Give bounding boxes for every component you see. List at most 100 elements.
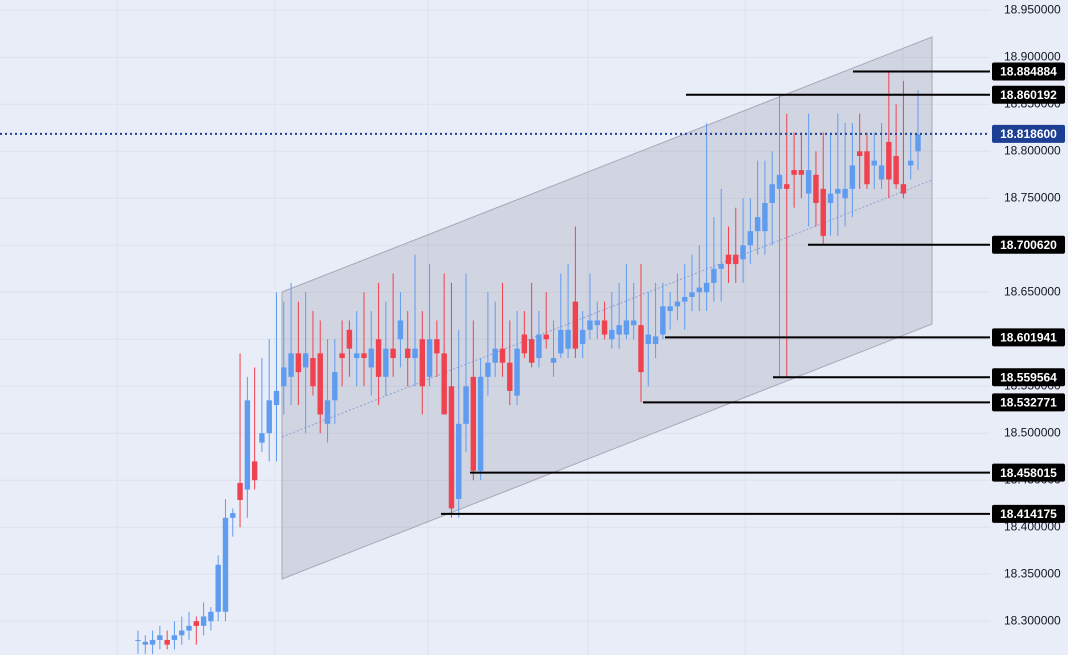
candle-body — [645, 334, 651, 344]
price-label-box — [992, 504, 1065, 523]
candle-body — [856, 151, 863, 156]
candle-body — [558, 329, 564, 354]
price-label-box — [992, 62, 1065, 81]
candle-body — [638, 325, 644, 373]
candle-body — [244, 400, 251, 490]
candle-body — [463, 386, 469, 424]
price-label-box — [992, 393, 1065, 412]
candle-body — [609, 329, 615, 340]
candle-body — [412, 348, 418, 359]
candle-body — [492, 348, 498, 363]
candle-body — [171, 635, 178, 640]
price-label-box — [992, 463, 1065, 482]
candle-body — [361, 353, 367, 359]
candle-body — [456, 423, 462, 500]
candle-body — [864, 151, 870, 185]
price-label-box — [992, 235, 1065, 254]
price-label: 18.414175 — [1000, 507, 1057, 521]
candle-body — [251, 461, 258, 481]
candle-body — [375, 339, 382, 377]
candle-body — [339, 353, 345, 359]
candle-body — [208, 611, 214, 622]
y-tick-label: 18.800000 — [1004, 143, 1061, 157]
candle-body — [332, 372, 338, 401]
candle-body — [507, 362, 513, 391]
candle-body — [230, 513, 236, 518]
y-tick-label: 18.900000 — [1004, 49, 1061, 63]
candle-body — [346, 329, 353, 349]
candle-body — [667, 306, 673, 312]
candle-body — [441, 353, 447, 415]
levels — [0, 70, 990, 515]
candle-body — [835, 188, 841, 194]
candle-body — [536, 334, 542, 359]
candle-body — [528, 339, 535, 363]
candle-body — [908, 160, 914, 166]
candle-body — [754, 217, 761, 232]
candle-body — [383, 348, 389, 377]
candle-body — [798, 170, 805, 175]
candle-body — [769, 184, 775, 203]
candle-body — [317, 353, 323, 415]
candle-body — [689, 292, 695, 297]
channel-midline — [281, 179, 933, 438]
candle-body — [915, 134, 921, 152]
candle-body — [871, 160, 877, 166]
candle-body — [550, 358, 557, 363]
candle-body — [820, 188, 826, 236]
candle-body — [674, 301, 681, 307]
price-label-box — [992, 368, 1065, 387]
candle-body — [878, 165, 885, 180]
candle-body — [499, 348, 506, 363]
candle-body — [623, 320, 630, 335]
candle-body — [222, 517, 229, 612]
candle-body — [652, 336, 659, 344]
price-label: 18.559564 — [1000, 370, 1057, 384]
y-tick-label: 18.500000 — [1004, 425, 1061, 439]
candle-body — [849, 165, 856, 189]
candle-body — [718, 264, 724, 269]
candle-body — [521, 334, 528, 354]
candle-body — [725, 254, 732, 265]
price-label-box — [992, 328, 1065, 347]
candle-body — [142, 641, 148, 645]
candle-body — [543, 334, 549, 340]
candle-body — [273, 390, 280, 406]
y-tick-label: 18.750000 — [1004, 190, 1061, 204]
candle-body — [215, 564, 221, 612]
candle-body — [477, 376, 484, 471]
candle-body — [193, 621, 200, 626]
candle-body — [514, 348, 520, 396]
candle-body — [813, 174, 819, 203]
candle-body — [900, 184, 907, 194]
candle-body — [805, 170, 812, 194]
candle-body — [295, 353, 302, 373]
candle-body — [281, 367, 287, 387]
y-tick-label: 18.950000 — [1004, 3, 1061, 17]
candle-body — [353, 353, 360, 359]
candle-body — [470, 376, 477, 471]
candle-body — [302, 353, 309, 368]
candle-body — [324, 400, 331, 424]
candle-body — [762, 202, 768, 232]
candle-body — [579, 329, 586, 344]
candle-body — [893, 155, 899, 185]
candle-body — [288, 353, 294, 377]
candle-body — [842, 188, 848, 199]
candle-body — [368, 348, 374, 368]
candle-body — [886, 141, 892, 180]
price-label: 18.532771 — [1000, 396, 1057, 410]
candle-body — [485, 362, 491, 377]
candles — [135, 71, 921, 655]
candle-body — [179, 630, 185, 636]
candle-body — [791, 170, 797, 175]
price-labels: 18.884884 18.860192 18.700620 18.601941 18.5… — [992, 62, 1065, 523]
price-label-box — [992, 85, 1065, 104]
candle-body — [149, 639, 156, 645]
candle-body — [186, 625, 192, 631]
candle-body — [601, 320, 608, 335]
candle-body — [827, 193, 834, 203]
candle-body — [434, 339, 440, 354]
price-label: 18.458015 — [1000, 466, 1057, 480]
candle-body — [419, 339, 425, 387]
